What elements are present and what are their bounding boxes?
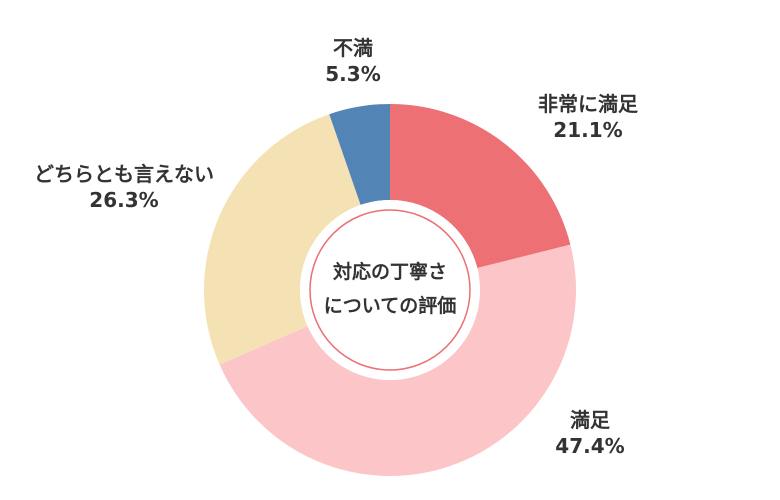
center-label-line-2: についての評価	[324, 294, 456, 317]
center-label-line-1: 対応の丁寧さ	[332, 260, 447, 283]
donut-inner-ring	[309, 209, 471, 371]
donut-slice-satisfied	[219, 244, 577, 476]
donut-slice-neutral	[204, 114, 361, 365]
slice-name-dissatisfied: 不満	[333, 36, 373, 60]
slice-label-neutral: どちらとも言えない 26.3%	[34, 162, 214, 212]
slice-value-dissatisfied: 5.3%	[325, 62, 380, 86]
slice-value-very-satisfied: 21.1%	[553, 118, 622, 142]
donut-slice-dissatisfied	[329, 104, 390, 205]
slice-label-satisfied: 満足 47.4%	[555, 408, 624, 458]
slice-name-neutral: どちらとも言えない	[34, 162, 214, 186]
slice-value-neutral: 26.3%	[89, 188, 158, 212]
slice-name-satisfied: 満足	[570, 408, 611, 432]
slice-value-satisfied: 47.4%	[555, 434, 624, 458]
slice-label-dissatisfied: 不満 5.3%	[325, 36, 380, 86]
slice-name-very-satisfied: 非常に満足	[538, 92, 639, 116]
donut-slice-very-satisfied	[390, 104, 571, 269]
donut-slices	[204, 104, 577, 476]
donut-hole	[300, 200, 480, 380]
slice-label-very-satisfied: 非常に満足 21.1%	[538, 92, 639, 142]
